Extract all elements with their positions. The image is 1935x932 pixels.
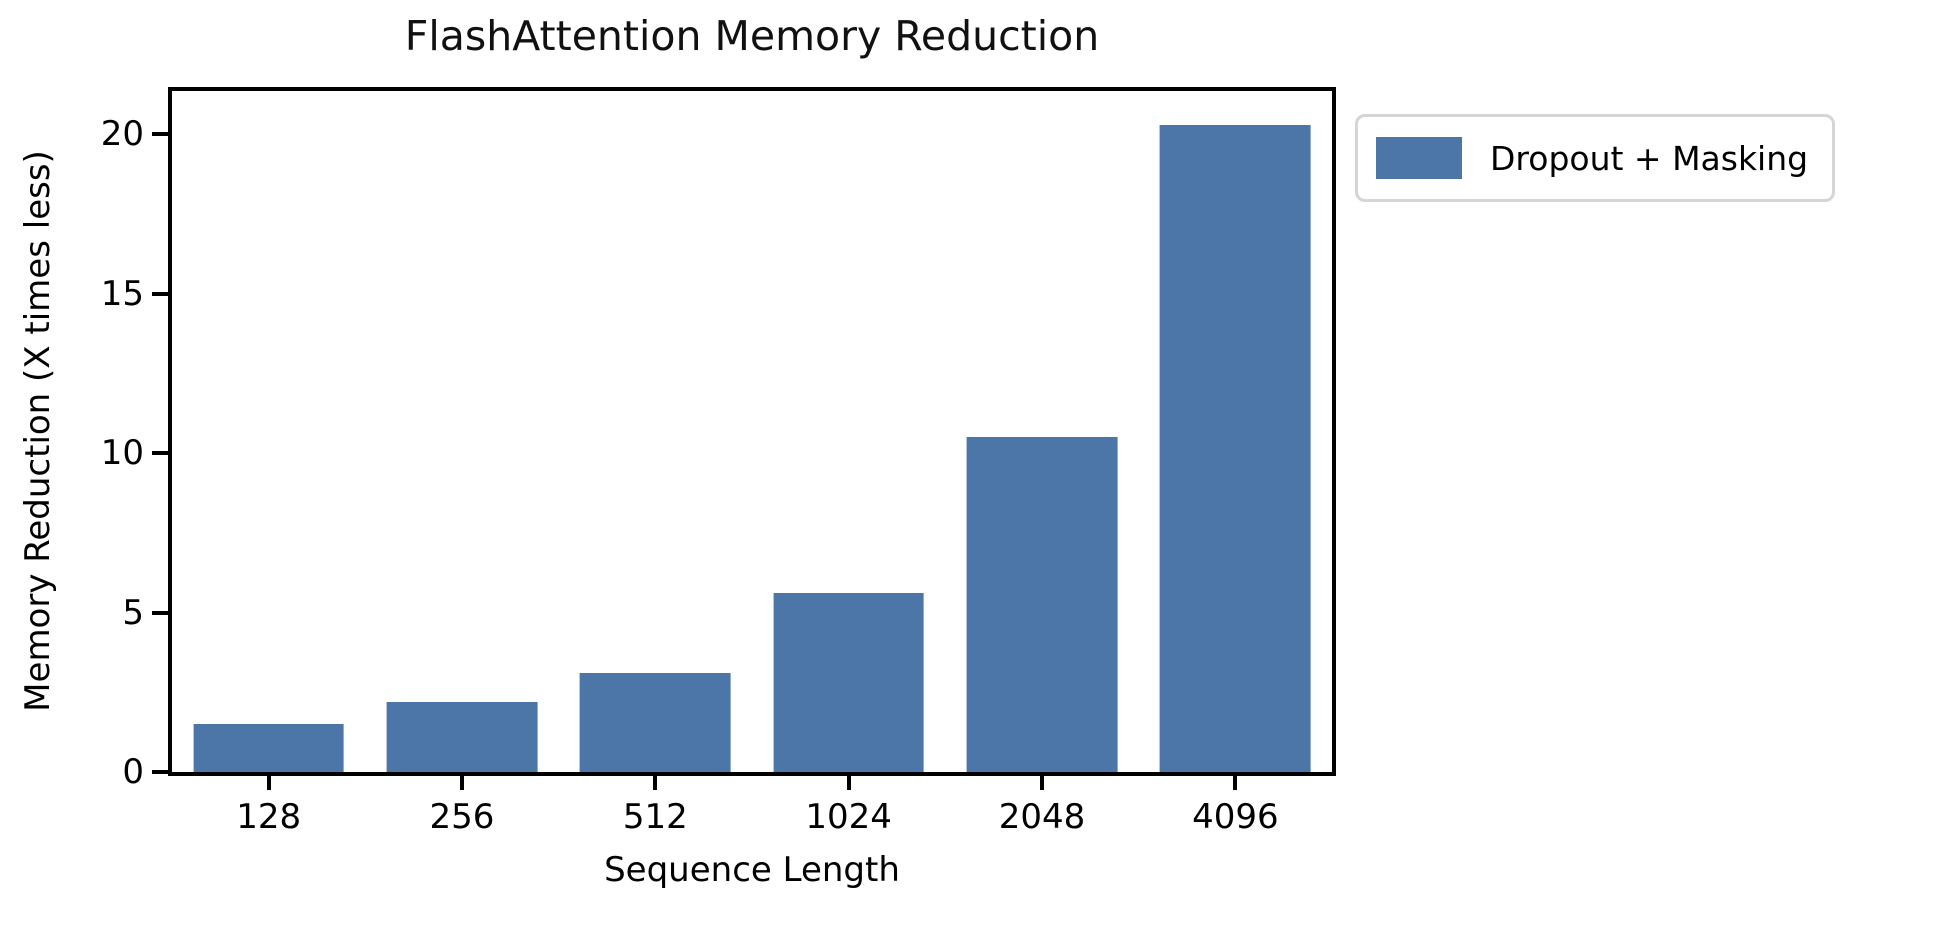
x-tick-label: 128 [236, 797, 302, 837]
y-tick-mark [152, 770, 168, 774]
chart-title: FlashAttention Memory Reduction [404, 12, 1100, 60]
x-tick-mark [1040, 776, 1044, 790]
bar-4096 [1159, 124, 1311, 772]
x-tick-mark [653, 776, 658, 790]
y-tick-label: 20 [100, 114, 144, 155]
x-tick-label: 4096 [1192, 797, 1279, 837]
bar-128 [193, 724, 345, 772]
y-tick-label: 15 [100, 273, 144, 314]
bar-256 [386, 701, 538, 772]
x-tick-label: 512 [622, 797, 688, 837]
y-tick-mark [152, 610, 168, 615]
bar-512 [579, 673, 731, 772]
y-tick-label: 5 [122, 592, 144, 633]
legend-label: Dropout + Masking [1490, 138, 1809, 178]
y-tick-mark [152, 451, 168, 456]
plot-area: 0 5 10 15 20 128 256 512 1024 2048 4096 [101, 87, 1336, 834]
x-tick-label: 256 [429, 797, 495, 837]
y-tick-label: 10 [100, 433, 144, 474]
bar-2048 [966, 437, 1118, 772]
y-tick-label: 0 [122, 752, 144, 792]
x-tick-mark [846, 776, 851, 790]
x-tick-mark [266, 776, 271, 790]
x-tick-mark [460, 776, 464, 790]
x-tick-label: 2048 [998, 797, 1086, 837]
y-tick-mark [152, 132, 168, 137]
x-tick-mark [1233, 776, 1238, 790]
y-tick-mark [152, 291, 168, 296]
bar-1024 [773, 593, 925, 772]
x-tick-label: 1024 [805, 797, 892, 837]
x-axis-label: Sequence Length [604, 850, 900, 890]
legend: Dropout + Masking [1355, 114, 1836, 202]
legend-swatch-icon [1376, 137, 1462, 179]
